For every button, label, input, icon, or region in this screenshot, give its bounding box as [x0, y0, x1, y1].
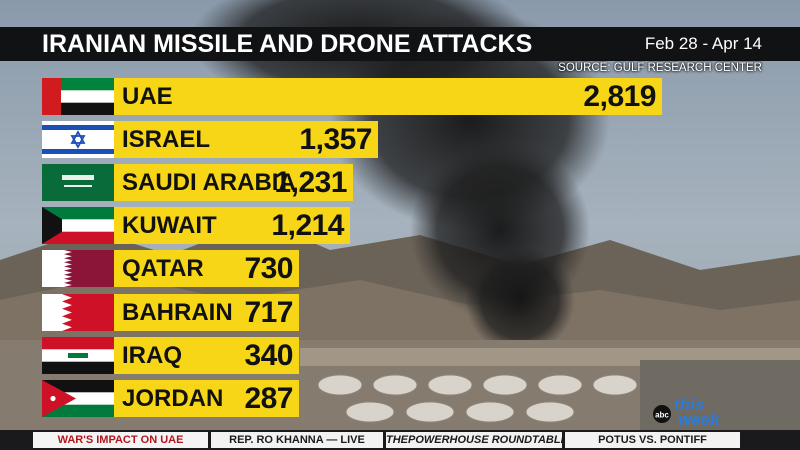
value-label-jordan: 287	[244, 381, 293, 415]
date-range: Feb 28 - Apr 14	[644, 34, 762, 53]
bar-jordan: JORDAN 287	[114, 379, 299, 417]
category-label-bahrain: BAHRAIN	[122, 298, 233, 326]
bar-israel: ISRAEL 1,357	[114, 121, 378, 159]
bahrain-flag-icon	[42, 293, 114, 331]
category-label-kuwait: KUWAIT	[122, 212, 217, 240]
svg-text:abc: abc	[655, 411, 669, 420]
ticker-prefix: THE	[386, 434, 408, 446]
bar-uae: UAE 2,819	[114, 78, 662, 115]
value-label-kuwait: 1,214	[271, 209, 344, 243]
saudi-arabia-flag-icon	[42, 164, 114, 202]
category-label-qatar: QATAR	[122, 255, 204, 283]
bar-row-kuwait: KUWAIT 1,214	[42, 207, 350, 245]
bar-saudi-arabia: SAUDI ARABIA 1,231	[114, 164, 353, 202]
ticker-item-uae-impact: WAR'S IMPACT ON UAE	[33, 432, 208, 448]
bar-row-iraq: IRAQ 340	[42, 336, 299, 374]
value-label-uae: 2,819	[583, 80, 656, 113]
source-credit: SOURCE: GULF RESEARCH CENTER	[558, 62, 762, 74]
chart-title: IRANIAN MISSILE AND DRONE ATTACKS	[42, 30, 533, 58]
bar-iraq: IRAQ 340	[114, 336, 299, 374]
value-label-iraq: 340	[244, 338, 293, 372]
title-bar	[0, 27, 800, 61]
kuwait-flag-icon	[42, 207, 114, 245]
value-label-bahrain: 717	[244, 295, 293, 329]
bar-row-bahrain: BAHRAIN 717	[42, 293, 299, 331]
ticker-item-powerhouse-roundtable: THEPOWERHOUSE ROUNDTABLE	[386, 432, 568, 448]
category-label-uae: UAE	[122, 83, 173, 110]
value-label-saudi-arabia: 1,231	[274, 166, 347, 200]
category-label-jordan: JORDAN	[122, 384, 224, 412]
israel-flag-icon	[42, 121, 114, 159]
bar-row-uae: UAE 2,819	[42, 78, 662, 115]
bar-row-jordan: JORDAN 287	[42, 379, 299, 417]
category-label-iraq: IRAQ	[122, 341, 182, 369]
ticker-item-potus-pontiff: POTUS VS. PONTIFF	[565, 432, 740, 448]
value-label-qatar: 730	[244, 252, 293, 286]
svg-text:week: week	[678, 410, 721, 428]
abc-this-week-logo: abc this week	[653, 395, 721, 428]
svg-text:this: this	[674, 395, 704, 414]
ticker-label: POWERHOUSE ROUNDTABLE	[408, 434, 568, 446]
bar-bahrain: BAHRAIN 717	[114, 293, 299, 331]
bar-row-saudi-arabia: SAUDI ARABIA 1,231	[42, 164, 353, 202]
jordan-flag-icon	[42, 379, 114, 417]
iraq-flag-icon	[42, 336, 114, 374]
category-label-saudi-arabia: SAUDI ARABIA	[122, 169, 296, 197]
category-label-israel: ISRAEL	[122, 126, 211, 154]
bar-kuwait: KUWAIT 1,214	[114, 207, 350, 245]
qatar-flag-icon	[42, 250, 114, 288]
uae-flag-icon	[42, 78, 114, 115]
bar-row-israel: ISRAEL 1,357	[42, 121, 378, 159]
bar-qatar: QATAR 730	[114, 250, 299, 288]
ticker-item-ro-khanna: REP. RO KHANNA — LIVE	[211, 432, 383, 448]
bar-row-qatar: QATAR 730	[42, 250, 299, 288]
value-label-israel: 1,357	[299, 123, 372, 157]
